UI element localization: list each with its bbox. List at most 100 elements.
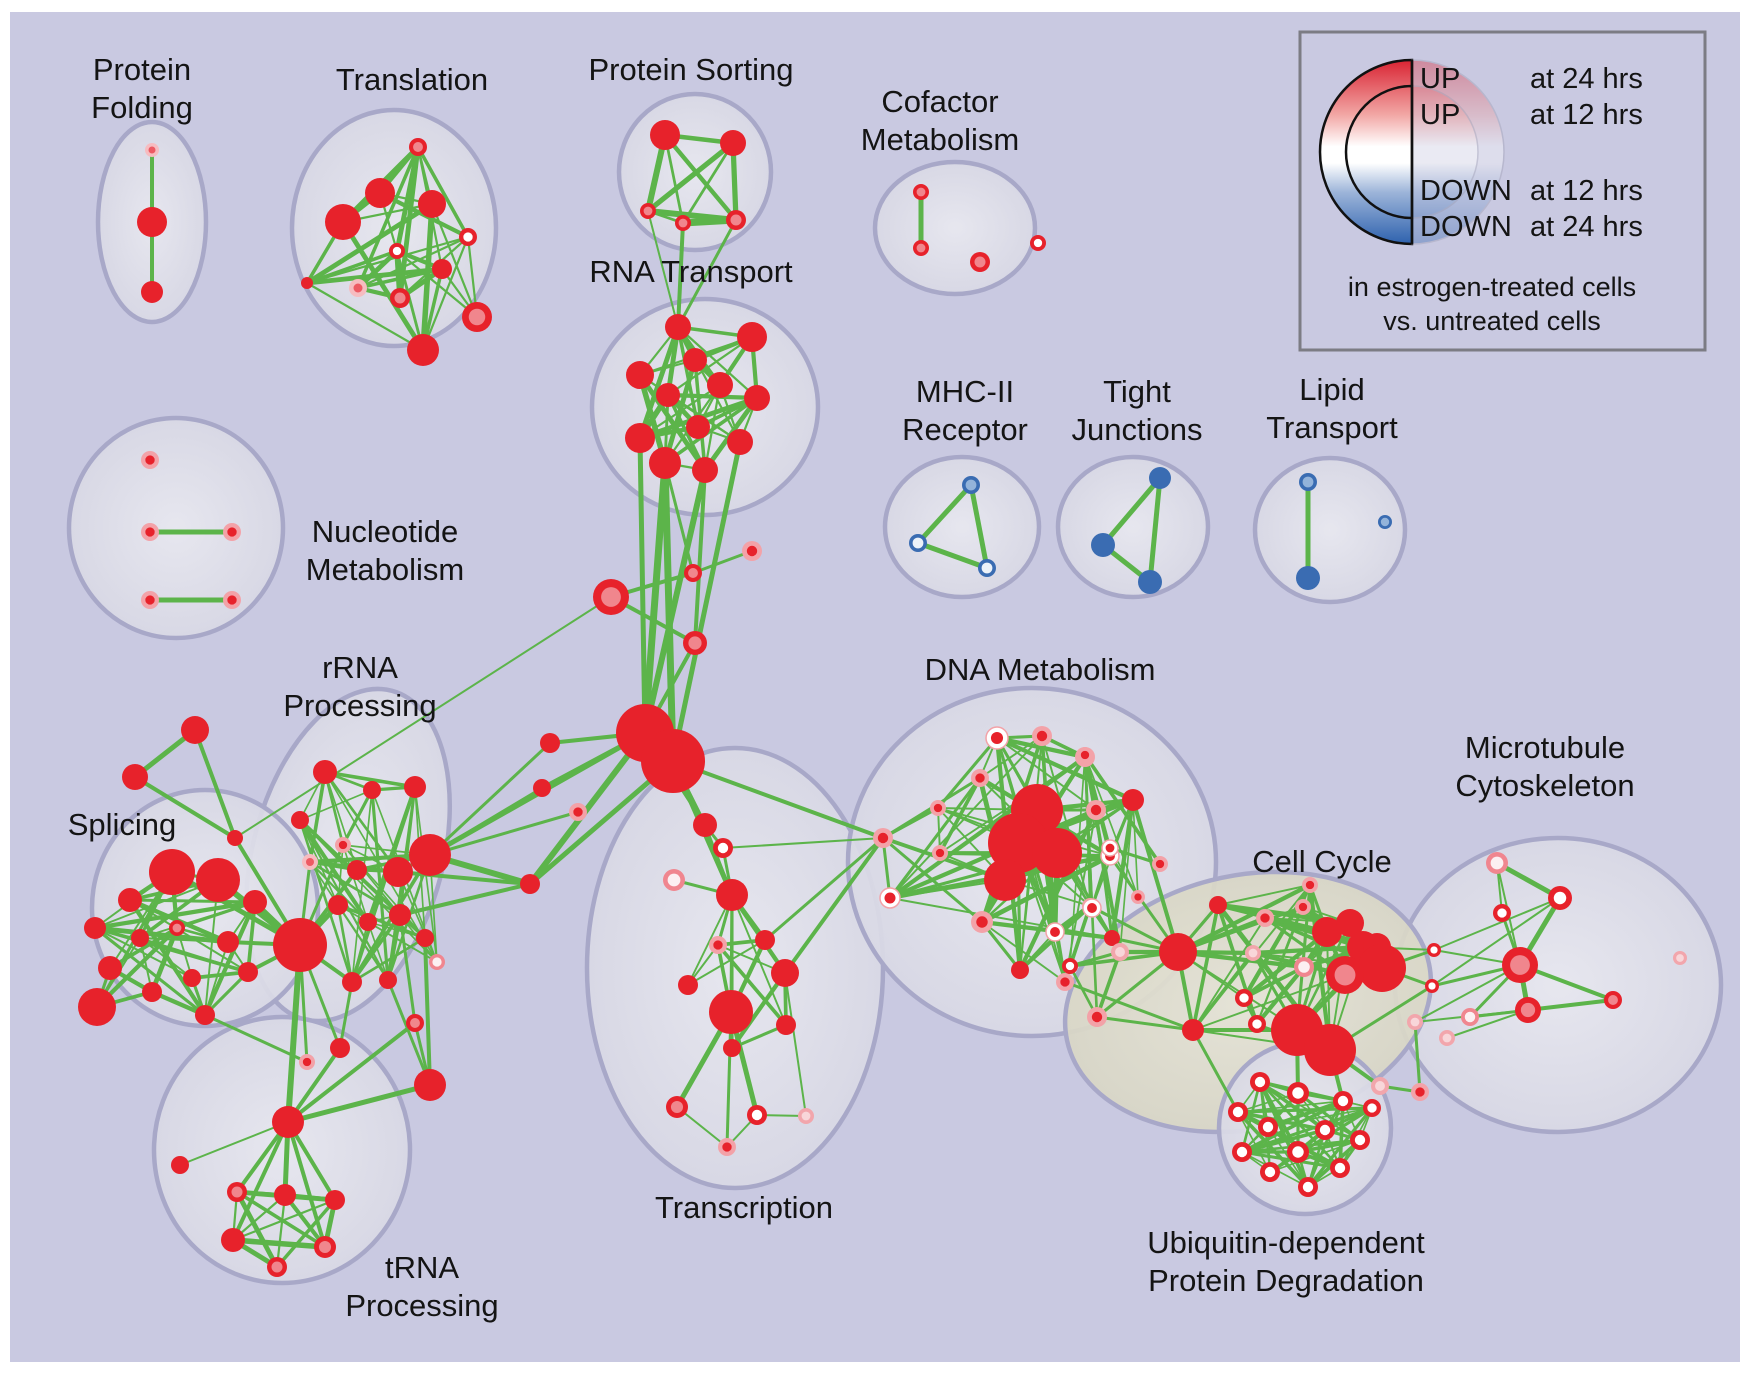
network-edge xyxy=(193,728,237,840)
network-node-core-ub2 xyxy=(1292,1087,1304,1099)
network-edge xyxy=(336,903,427,940)
cluster-label-line: Protein Degradation xyxy=(1148,1263,1424,1298)
network-node-sp14 xyxy=(195,1005,215,1025)
network-edge xyxy=(323,770,345,847)
network-node-core-nm2 xyxy=(145,527,155,537)
network-node-core-tx2 xyxy=(717,842,729,854)
network-node-tr11 xyxy=(407,334,439,366)
network-edge xyxy=(1100,475,1163,548)
network-edge xyxy=(676,218,738,329)
network-edge xyxy=(108,926,179,970)
network-node-hb2 xyxy=(641,729,705,793)
network-node-core-tr6 xyxy=(392,246,402,256)
network-node-rr12 xyxy=(389,904,411,926)
cluster-ellipse-microtubule-cytoskeleton xyxy=(1392,835,1724,1135)
network-node-rt5 xyxy=(707,372,733,398)
network-node-core-tx3 xyxy=(667,873,681,887)
network-edge xyxy=(1242,965,1306,1000)
network-edge xyxy=(286,1021,417,1124)
network-node-core-cc6 xyxy=(1134,893,1142,901)
network-node-rr13 xyxy=(416,929,434,947)
network-node-sp4 xyxy=(84,917,106,939)
network-node-core-ub12 xyxy=(1302,1181,1314,1193)
network-edge xyxy=(1269,1139,1361,1173)
cluster-label-nucleotide-metabolism: Nucleotide Metabolism xyxy=(306,514,465,587)
network-edge xyxy=(638,383,722,440)
cluster-label-line: Protein Sorting xyxy=(588,52,793,87)
cluster-label-line: Cell Cycle xyxy=(1252,844,1392,879)
network-node-core-mh2 xyxy=(912,537,924,549)
network-edge xyxy=(1433,897,1561,951)
network-node-rt12 xyxy=(692,457,718,483)
network-edge xyxy=(297,817,371,925)
legend-inner-circle-faded-icon xyxy=(1411,85,1479,219)
network-node-core-cf1 xyxy=(916,187,926,197)
network-node-spt3 xyxy=(227,830,243,846)
network-edge xyxy=(305,281,425,352)
network-node-tr4 xyxy=(418,190,446,218)
network-node-rr4 xyxy=(291,811,309,829)
network-edge xyxy=(1063,980,1195,1032)
network-node-core-cf3 xyxy=(974,256,986,268)
network-node-cc27 xyxy=(1209,896,1227,914)
cluster-label-line: Processing xyxy=(283,688,436,723)
network-edge xyxy=(670,439,743,764)
network-edge xyxy=(350,785,417,984)
network-edge xyxy=(428,810,580,857)
network-node-rt2 xyxy=(737,322,767,352)
network-edge xyxy=(396,870,532,886)
legend-down-24-time: at 24 hrs xyxy=(1530,211,1643,243)
network-node-core-mt1 xyxy=(1490,856,1504,870)
network-node-tx11 xyxy=(723,1039,741,1057)
network-node-rr10 xyxy=(328,895,348,915)
network-node-th1 xyxy=(272,1106,304,1138)
network-edge xyxy=(647,210,679,328)
cluster-label-rna-transport: RNA Transport xyxy=(589,254,793,289)
legend-border xyxy=(1298,30,1707,352)
network-node-core-tn1 xyxy=(231,1186,243,1198)
network-edge xyxy=(1131,798,1180,954)
network-edge xyxy=(202,899,258,1018)
cluster-label-line: Lipid xyxy=(1299,372,1365,407)
network-node-core-tx15 xyxy=(722,1142,732,1152)
network-node-core-ub7 xyxy=(1354,1134,1366,1146)
network-node-core-cc5 xyxy=(1155,859,1165,869)
legend-down-12-dir: DOWN xyxy=(1420,175,1512,207)
cluster-label-line: Microtubule xyxy=(1465,730,1625,765)
network-edge xyxy=(637,372,708,473)
network-node-core-ccp2 xyxy=(1415,1087,1425,1097)
network-edge xyxy=(1095,950,1122,1019)
network-node-core-tx14 xyxy=(801,1111,811,1121)
network-node-core-tn5 xyxy=(318,1240,332,1254)
network-node-core-mt9 xyxy=(1608,995,1618,1005)
network-node-pf3 xyxy=(141,281,163,303)
network-node-core-rr5 xyxy=(338,840,348,850)
network-edge xyxy=(350,913,402,984)
network-edge xyxy=(1119,799,1134,953)
network-node-core-cc24 xyxy=(1334,964,1356,986)
network-node-core-ub9 xyxy=(1292,1146,1304,1158)
cluster-label-tight-junctions: Tight Junctions xyxy=(1072,374,1203,447)
cluster-label-lipid-transport: Lipid Transport xyxy=(1266,372,1398,445)
network-node-core-ex2 xyxy=(410,1018,420,1028)
network-node-sp1 xyxy=(149,849,195,895)
network-edge xyxy=(1191,903,1220,1032)
network-node-cc19 xyxy=(1312,917,1342,947)
network-node-tr7 xyxy=(432,259,452,279)
network-node-tx4 xyxy=(716,879,748,911)
network-edge xyxy=(676,221,685,329)
network-node-core-sp6 xyxy=(172,923,182,933)
network-edge xyxy=(275,1193,287,1269)
network-node-rr3 xyxy=(404,776,426,798)
network-edge xyxy=(1446,1009,1529,1039)
network-node-tn3 xyxy=(325,1190,345,1210)
network-edge xyxy=(350,936,427,984)
network-node-ps2 xyxy=(720,130,746,156)
network-edge xyxy=(722,837,884,849)
network-node-core-tn6 xyxy=(271,1261,283,1273)
network-node-core-rr6 xyxy=(306,858,314,866)
network-edge xyxy=(665,392,760,401)
network-node-tj2 xyxy=(1091,533,1115,557)
network-edge xyxy=(641,459,669,737)
network-edge xyxy=(149,925,180,995)
